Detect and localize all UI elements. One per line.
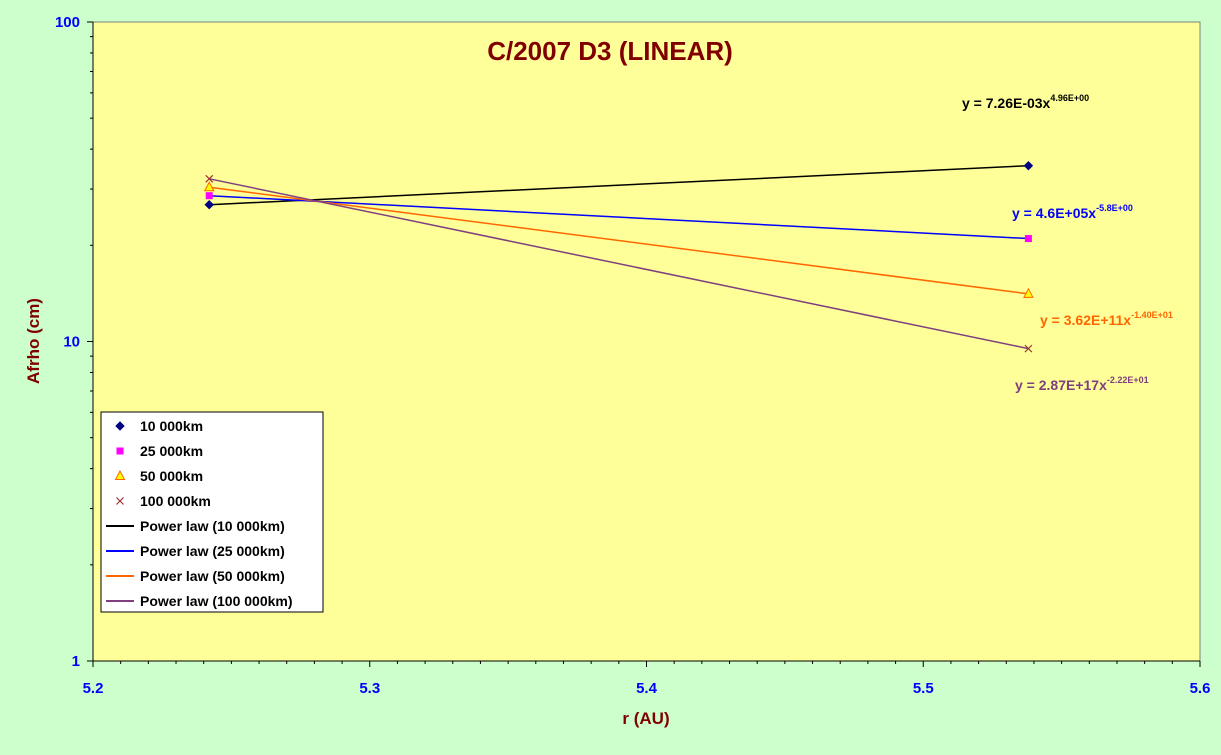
trendline-equation: y = 7.26E-03x4.96E+00 xyxy=(962,93,1089,111)
trendline-equation: y = 2.87E+17x-2.22E+01 xyxy=(1015,375,1149,393)
legend-marker xyxy=(115,421,125,431)
legend-label: 50 000km xyxy=(140,468,203,484)
y-tick-label: 10 xyxy=(63,334,80,351)
x-tick-label: 5.5 xyxy=(913,680,934,697)
data-point xyxy=(1024,235,1032,243)
trendline xyxy=(209,194,1029,240)
data-point xyxy=(1024,344,1033,353)
legend-marker xyxy=(116,447,124,455)
legend-label: Power law (50 000km) xyxy=(140,568,285,584)
data-point xyxy=(203,181,215,192)
data-point xyxy=(1023,287,1034,298)
legend-label: Power law (10 000km) xyxy=(140,518,285,534)
data-point xyxy=(205,174,214,183)
legend xyxy=(100,411,324,613)
x-axis-label: r (AU) xyxy=(622,709,669,728)
trendline xyxy=(209,164,1029,206)
legend-label: Power law (25 000km) xyxy=(140,543,285,559)
y-axis-label: Afrho (cm) xyxy=(24,298,43,384)
trendline xyxy=(209,186,1029,295)
y-tick-label: 1 xyxy=(72,653,80,670)
y-tick-label: 100 xyxy=(55,14,80,31)
trendline xyxy=(209,178,1029,350)
legend-label: 25 000km xyxy=(140,443,203,459)
legend-marker xyxy=(116,497,124,505)
legend-label: 10 000km xyxy=(140,418,203,434)
chart-title: C/2007 D3 (LINEAR) xyxy=(487,36,733,66)
data-point xyxy=(1023,160,1034,171)
x-tick-label: 5.6 xyxy=(1190,680,1211,697)
data-point xyxy=(205,192,213,200)
x-tick-label: 5.3 xyxy=(359,680,380,697)
trendline-equation: y = 3.62E+11x-1.40E+01 xyxy=(1040,310,1173,328)
x-tick-label: 5.2 xyxy=(83,680,104,697)
data-point xyxy=(204,200,214,210)
x-tick-label: 5.4 xyxy=(636,680,658,697)
legend-marker xyxy=(114,469,126,480)
legend-label: 100 000km xyxy=(140,493,211,509)
legend-label: Power law (100 000km) xyxy=(140,593,293,609)
trendline-equation: y = 4.6E+05x-5.8E+00 xyxy=(1012,203,1133,221)
